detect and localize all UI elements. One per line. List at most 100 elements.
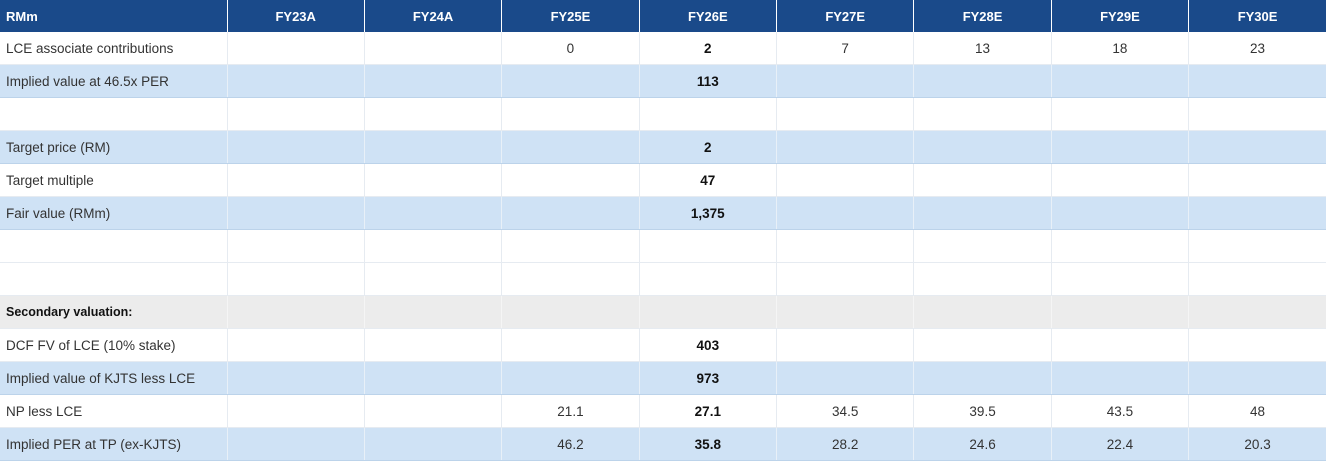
table-cell (227, 130, 365, 164)
table-cell (1188, 64, 1326, 98)
table-cell (364, 328, 503, 362)
table-cell (1051, 361, 1190, 395)
table-row: Target price (RM) 2 (0, 130, 1326, 164)
table-cell (227, 163, 365, 197)
table-cell: 39.5 (913, 394, 1052, 428)
table-cell (1051, 130, 1190, 164)
table-cell: 973 (639, 361, 778, 395)
table-cell (501, 196, 640, 230)
row-label: Target price (RM) (0, 130, 228, 164)
section-row: Secondary valuation: (0, 295, 1326, 329)
table-cell (913, 361, 1052, 395)
table-cell (501, 163, 640, 197)
header-cell: FY29E (1051, 0, 1190, 32)
table-cell (364, 361, 503, 395)
header-cell: RMm (0, 0, 228, 32)
table-cell: 18 (1051, 32, 1190, 65)
row-label: Target multiple (0, 163, 228, 197)
table-cell (1051, 229, 1190, 263)
table-row (0, 97, 1326, 131)
table-cell (501, 295, 640, 329)
table-cell (364, 262, 503, 296)
table-cell (913, 130, 1052, 164)
table-cell (1188, 163, 1326, 197)
table-cell: 27.1 (639, 394, 778, 428)
table-cell (227, 328, 365, 362)
header-row: RMm FY23A FY24A FY25E FY26E FY27E FY28E … (0, 0, 1326, 32)
table-cell: 13 (913, 32, 1052, 65)
table-cell: 47 (639, 163, 778, 197)
table-cell (364, 295, 503, 329)
table-cell (364, 130, 503, 164)
table-cell: 2 (639, 32, 778, 65)
table-cell: 22.4 (1051, 427, 1190, 461)
table-cell (639, 295, 778, 329)
table-cell (776, 229, 915, 263)
table-cell (1188, 328, 1326, 362)
table-row: DCF FV of LCE (10% stake) 403 (0, 328, 1326, 362)
table-cell (364, 394, 503, 428)
table-cell: 113 (639, 64, 778, 98)
table-cell (913, 295, 1052, 329)
table-cell: 20.3 (1188, 427, 1326, 461)
header-cell: FY30E (1188, 0, 1326, 32)
table-cell (776, 262, 915, 296)
table-cell: 403 (639, 328, 778, 362)
table-cell (501, 229, 640, 263)
table-cell: 23 (1188, 32, 1326, 65)
table-cell (776, 163, 915, 197)
table-row: LCE associate contributions 0 2 7 13 18 … (0, 32, 1326, 65)
section-heading: Secondary valuation: (0, 295, 228, 329)
table-cell (1188, 262, 1326, 296)
table-row: Target multiple 47 (0, 163, 1326, 197)
table-cell: 35.8 (639, 427, 778, 461)
table-cell (227, 97, 365, 131)
table-cell (1051, 163, 1190, 197)
table-cell (1188, 229, 1326, 263)
row-label (0, 262, 228, 296)
table-cell: 43.5 (1051, 394, 1190, 428)
header-cell: FY28E (913, 0, 1052, 32)
table-cell: 24.6 (913, 427, 1052, 461)
table-cell (227, 229, 365, 263)
table-cell (364, 163, 503, 197)
table-row (0, 229, 1326, 263)
table-cell (227, 32, 365, 65)
table-cell (501, 64, 640, 98)
table-cell (1051, 97, 1190, 131)
table-cell (364, 427, 503, 461)
table-cell (1188, 130, 1326, 164)
table-cell (1188, 196, 1326, 230)
table-cell: 2 (639, 130, 778, 164)
table-row: Fair value (RMm) 1,375 (0, 196, 1326, 230)
table-cell (1051, 196, 1190, 230)
table-cell (1188, 361, 1326, 395)
table-cell (227, 262, 365, 296)
row-label: Implied value at 46.5x PER (0, 64, 228, 98)
table-cell (913, 229, 1052, 263)
table-cell (913, 97, 1052, 131)
table-cell (913, 262, 1052, 296)
table-cell: 48 (1188, 394, 1326, 428)
table-cell: 0 (501, 32, 640, 65)
table-cell (776, 196, 915, 230)
row-label: Implied PER at TP (ex-KJTS) (0, 427, 228, 461)
table-row: Implied value at 46.5x PER 113 (0, 64, 1326, 98)
table-cell (1188, 295, 1326, 329)
row-label (0, 97, 228, 131)
table-cell (913, 328, 1052, 362)
table-cell (1051, 328, 1190, 362)
table-cell (776, 328, 915, 362)
table-cell (776, 130, 915, 164)
header-cell: FY25E (501, 0, 640, 32)
table-cell (639, 229, 778, 263)
table-cell (501, 262, 640, 296)
table-cell: 28.2 (776, 427, 915, 461)
table-cell (364, 64, 503, 98)
row-label: Implied value of KJTS less LCE (0, 361, 228, 395)
table-cell (1051, 262, 1190, 296)
table-cell (364, 196, 503, 230)
table-cell: 34.5 (776, 394, 915, 428)
table-cell (227, 64, 365, 98)
